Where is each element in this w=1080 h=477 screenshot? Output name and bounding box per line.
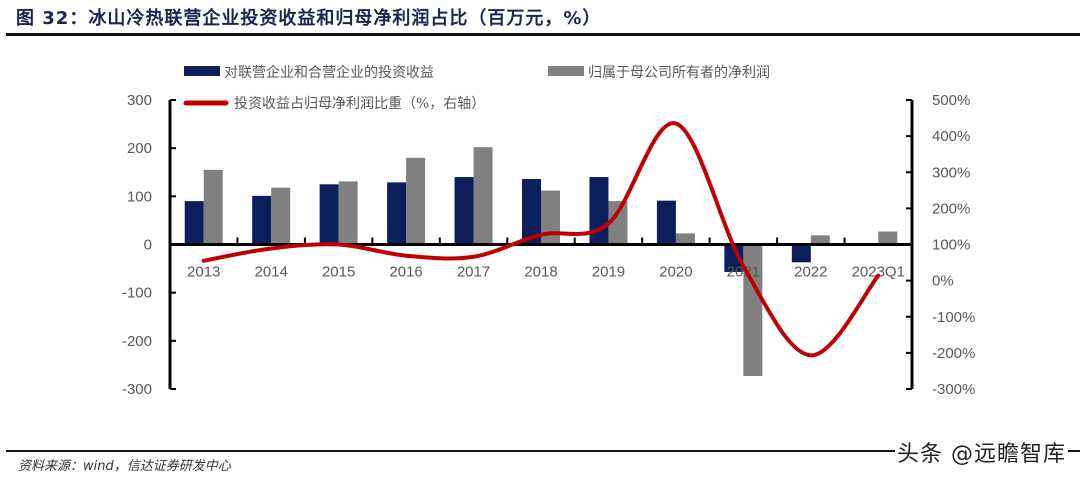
- x-tick-label: 2022: [794, 264, 827, 281]
- x-tick-label: 2021: [727, 264, 760, 281]
- y-left-tick-label: -100: [122, 285, 152, 302]
- bar-investment-income: [252, 195, 272, 245]
- legend-label-net-profit: 归属于母公司所有者的净利润: [588, 64, 770, 81]
- bar-net-profit: [608, 201, 628, 245]
- bar-investment-income: [522, 178, 541, 245]
- chart-title: 图 32：冰山冷热联营企业投资收益和归母净利润占比（百万元，%）: [16, 8, 602, 29]
- bar-net-profit: [473, 147, 493, 245]
- bar-net-profit: [675, 233, 695, 245]
- x-tick-label: 2018: [524, 264, 557, 281]
- bar-investment-income: [387, 182, 407, 245]
- bar-net-profit: [271, 187, 291, 245]
- bar-net-profit: [541, 190, 560, 245]
- x-tick-label: 2019: [592, 264, 625, 281]
- y-right-tick-label: 0%: [932, 273, 954, 290]
- y-right-tick-label: 400%: [932, 128, 970, 145]
- source-note: 资料来源：wind，信达证券研发中心: [18, 459, 231, 474]
- footer-rule: [6, 450, 1080, 452]
- x-tick-label: 2015: [322, 264, 355, 281]
- y-left-tick-label: 100: [127, 188, 152, 205]
- x-tick-label: 2016: [389, 264, 422, 281]
- y-right-tick-label: -300%: [932, 381, 975, 398]
- x-tick-label: 2020: [659, 264, 692, 281]
- y-right-tick-label: 200%: [932, 200, 970, 217]
- bar-investment-income: [724, 244, 744, 272]
- bar-investment-income: [656, 200, 676, 245]
- legend-swatch-net-profit: [548, 66, 584, 76]
- x-tick-label: 2023Q1: [852, 264, 905, 281]
- line-investment-ratio: [201, 121, 881, 358]
- bar-investment-income: [319, 184, 339, 245]
- bar-investment-income: [184, 201, 204, 245]
- y-right-tick-label: 100%: [932, 237, 970, 254]
- bar-net-profit: [810, 235, 830, 245]
- y-left-tick-label: 300: [127, 92, 152, 109]
- bar-net-profit: [338, 181, 358, 245]
- title-rule: [6, 33, 1080, 36]
- bar-investment-income: [589, 177, 609, 245]
- y-left-tick-label: 200: [127, 140, 152, 157]
- bar-net-profit: [878, 231, 898, 245]
- y-left-tick-label: 0: [144, 237, 152, 254]
- x-tick-label: 2017: [457, 264, 490, 281]
- bar-net-profit: [203, 169, 223, 245]
- y-left-tick-label: -300: [122, 381, 152, 398]
- watermark: 头条 @远瞻智库: [895, 436, 1068, 468]
- bar-investment-income: [454, 177, 474, 245]
- y-right-tick-label: -200%: [932, 345, 975, 362]
- bar-net-profit: [406, 157, 426, 245]
- x-tick-label: 2013: [187, 264, 220, 281]
- x-tick-label: 2014: [254, 264, 287, 281]
- y-left-tick-label: -200: [122, 333, 152, 350]
- y-right-tick-label: 300%: [932, 164, 970, 181]
- legend-label-investment-income: 对联营企业和合营企业的投资收益: [224, 64, 434, 81]
- y-right-tick-label: -100%: [932, 309, 975, 326]
- y-right-tick-label: 500%: [932, 92, 970, 109]
- legend-swatch-investment-income: [184, 66, 220, 76]
- legend-label-ratio: 投资收益占归母净利润比重（%，右轴）: [234, 95, 485, 112]
- bar-investment-income: [791, 244, 811, 263]
